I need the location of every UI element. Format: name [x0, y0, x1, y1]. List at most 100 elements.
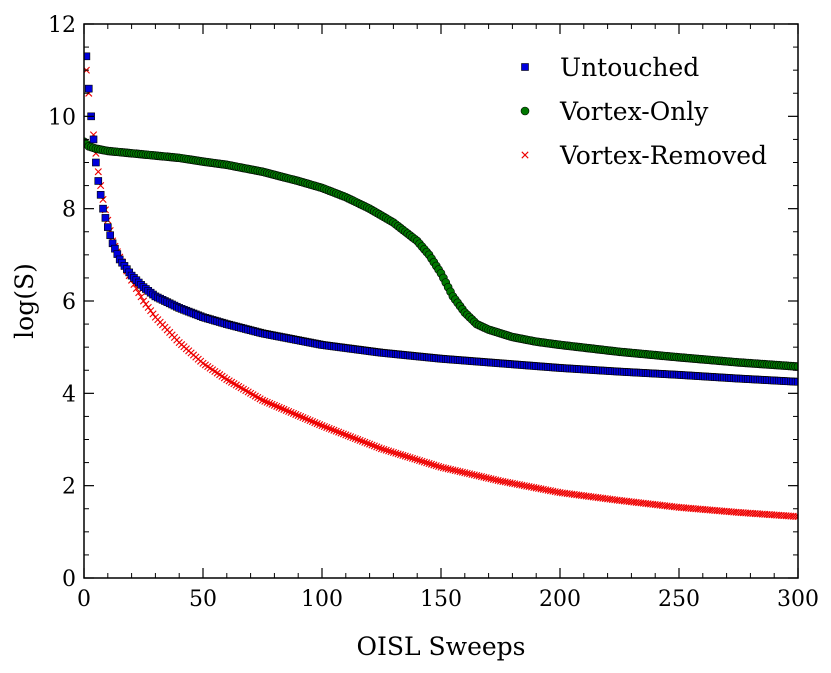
x-marker-stroke: [363, 439, 371, 447]
data-point: [273, 402, 281, 410]
data-point: [287, 408, 295, 417]
x-marker-stroke: [263, 398, 271, 406]
x-marker-stroke: [335, 428, 343, 436]
x-marker-stroke: [368, 441, 376, 449]
data-point: [425, 459, 433, 468]
data-point: [354, 435, 362, 444]
x-marker-stroke: [370, 442, 378, 450]
legend-marker: [521, 151, 529, 159]
data-point: [411, 455, 419, 463]
x-tick-label: 0: [77, 587, 91, 612]
x-marker-stroke: [344, 432, 352, 440]
x-marker-stroke: [382, 446, 390, 454]
x-tick-label: 200: [539, 587, 581, 612]
data-point: [396, 451, 405, 459]
data-point: [430, 461, 438, 469]
data-point: [301, 414, 309, 423]
x-marker-stroke: [399, 451, 407, 459]
x-marker-stroke: [237, 384, 245, 392]
x-marker-stroke: [235, 382, 243, 390]
x-marker-stroke: [223, 375, 231, 384]
x-marker-stroke: [139, 297, 148, 305]
data-point: [385, 447, 393, 455]
x-marker-stroke: [306, 416, 314, 425]
data-point: [373, 443, 381, 451]
data-point: [266, 399, 274, 407]
x-marker-stroke: [227, 378, 236, 386]
data-point: [327, 425, 336, 433]
x-marker-stroke: [330, 426, 338, 434]
data-point: [323, 423, 331, 432]
legend-label: Vortex-Only: [559, 97, 709, 126]
x-marker-stroke: [270, 401, 278, 409]
x-marker-stroke: [366, 440, 374, 448]
data-point: [101, 214, 110, 222]
x-marker-stroke: [251, 392, 259, 400]
x-marker-stroke: [396, 451, 405, 459]
data-point: [280, 405, 288, 413]
x-axis-title: OISL Sweeps: [357, 632, 526, 661]
data-point: [320, 422, 328, 431]
x-marker-stroke: [413, 456, 421, 464]
y-tick-label: 0: [62, 567, 76, 592]
data-point: [427, 460, 436, 468]
y-tick-label: 4: [62, 382, 76, 407]
data-point: [389, 448, 397, 457]
data-point: [304, 415, 312, 424]
data-point: [149, 310, 157, 318]
data-point: [794, 513, 798, 521]
x-tick-label: 300: [777, 587, 819, 612]
x-marker-stroke: [430, 461, 438, 469]
data-point: [423, 459, 431, 467]
x-marker-stroke: [301, 414, 309, 423]
x-marker-stroke: [342, 431, 350, 439]
data-point: [94, 168, 102, 176]
data-point: [420, 458, 428, 466]
x-marker-stroke: [408, 454, 417, 462]
legend: Untouched Vortex-Only Vortex-Removed: [520, 53, 767, 170]
x-marker-stroke: [144, 303, 152, 312]
ticks: 0 50 100 150 200 250 300 0 2 4 6 8 10 12: [48, 13, 819, 612]
x-marker-stroke: [256, 395, 264, 403]
x-marker-stroke: [418, 457, 426, 465]
x-marker-stroke: [411, 455, 419, 463]
data-point: [394, 450, 402, 458]
x-marker-stroke: [380, 445, 388, 454]
x-marker-stroke: [387, 448, 395, 456]
data-point: [342, 431, 350, 439]
x-marker-stroke: [149, 310, 157, 318]
x-marker-stroke: [239, 385, 248, 393]
x-marker-stroke: [435, 462, 443, 471]
data-point: [92, 158, 100, 167]
x-marker-stroke: [337, 429, 345, 437]
x-marker-stroke: [308, 417, 317, 426]
x-marker-stroke: [354, 435, 362, 444]
x-tick-label: 100: [301, 587, 343, 612]
plot-area: [84, 52, 798, 521]
legend-label: Vortex-Removed: [559, 141, 767, 170]
x-marker-stroke: [420, 458, 428, 466]
data-point: [270, 401, 278, 409]
x-marker-stroke: [242, 386, 250, 395]
x-marker-stroke: [351, 434, 359, 443]
data-point: [289, 409, 298, 418]
data-point: [296, 412, 305, 421]
data-point: [399, 451, 407, 459]
x-marker-stroke: [521, 151, 529, 159]
data-marks: [84, 52, 798, 521]
x-marker-stroke: [346, 433, 355, 441]
x-marker-stroke: [327, 425, 336, 433]
data-point: [392, 449, 400, 457]
data-point: [316, 421, 324, 429]
data-point: [415, 456, 424, 465]
y-tick-label: 10: [48, 105, 76, 130]
data-point: [794, 377, 798, 386]
data-point: [261, 397, 269, 405]
y-tick-label: 12: [48, 13, 76, 38]
x-marker-stroke: [318, 422, 326, 430]
x-marker-stroke: [254, 393, 262, 402]
data-point: [380, 445, 388, 454]
data-point: [144, 303, 152, 312]
data-point: [361, 438, 369, 446]
x-marker-stroke: [404, 453, 412, 461]
